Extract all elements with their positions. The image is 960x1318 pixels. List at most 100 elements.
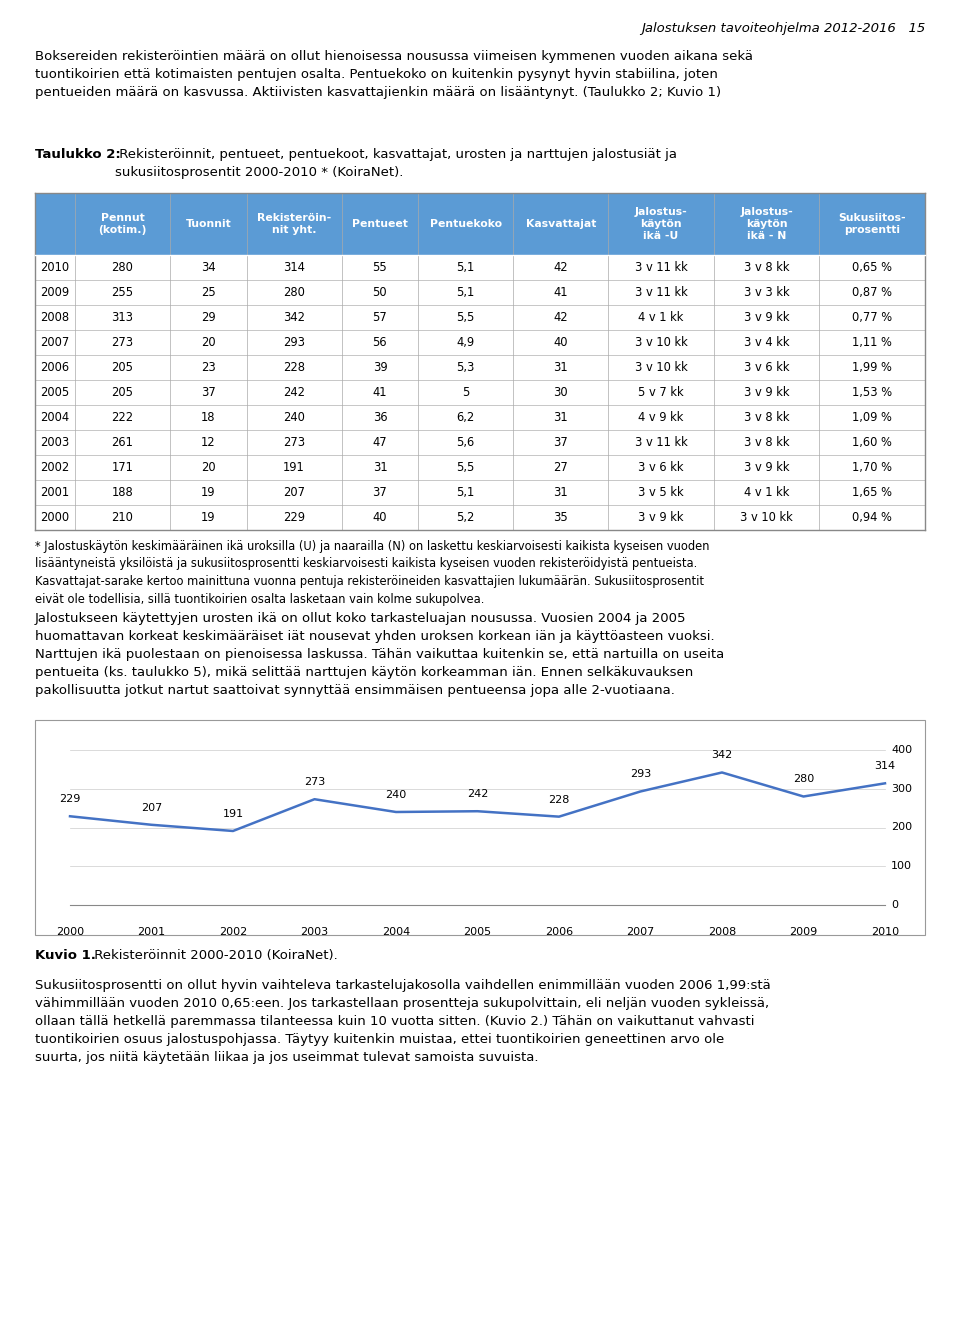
Text: 4,9: 4,9 bbox=[457, 336, 475, 349]
Text: 313: 313 bbox=[111, 311, 133, 324]
Text: 2001: 2001 bbox=[40, 486, 69, 500]
Bar bbox=[35, 279, 925, 304]
Text: 273: 273 bbox=[283, 436, 305, 449]
Text: 4 v 9 kk: 4 v 9 kk bbox=[638, 411, 684, 424]
Bar bbox=[35, 430, 925, 455]
Text: 207: 207 bbox=[141, 803, 162, 813]
Text: 229: 229 bbox=[283, 511, 305, 525]
Text: 3 v 10 kk: 3 v 10 kk bbox=[740, 511, 793, 525]
Text: 229: 229 bbox=[60, 795, 81, 804]
Bar bbox=[35, 405, 925, 430]
Text: 2003: 2003 bbox=[40, 436, 70, 449]
Text: 31: 31 bbox=[553, 361, 568, 374]
Text: 57: 57 bbox=[372, 311, 387, 324]
Text: 0,87 %: 0,87 % bbox=[852, 286, 892, 299]
Text: 19: 19 bbox=[201, 511, 216, 525]
Text: 2010: 2010 bbox=[871, 927, 900, 937]
Text: 5,2: 5,2 bbox=[457, 511, 475, 525]
Text: 31: 31 bbox=[553, 411, 568, 424]
Bar bbox=[35, 380, 925, 405]
Text: 31: 31 bbox=[372, 461, 387, 474]
Text: 20: 20 bbox=[201, 461, 216, 474]
Text: 293: 293 bbox=[630, 770, 651, 779]
Text: 261: 261 bbox=[111, 436, 133, 449]
Text: 2008: 2008 bbox=[708, 927, 736, 937]
Text: 2002: 2002 bbox=[40, 461, 70, 474]
Text: 314: 314 bbox=[875, 762, 896, 771]
Text: 3 v 10 kk: 3 v 10 kk bbox=[635, 361, 687, 374]
Text: 2001: 2001 bbox=[137, 927, 165, 937]
Text: 42: 42 bbox=[553, 261, 568, 274]
Text: 3 v 4 kk: 3 v 4 kk bbox=[744, 336, 789, 349]
Text: 50: 50 bbox=[372, 286, 387, 299]
Text: 200: 200 bbox=[891, 822, 912, 833]
Text: 2007: 2007 bbox=[40, 336, 70, 349]
Text: 2000: 2000 bbox=[56, 927, 84, 937]
Text: 41: 41 bbox=[554, 286, 568, 299]
Text: 39: 39 bbox=[372, 361, 387, 374]
Text: 273: 273 bbox=[111, 336, 133, 349]
Bar bbox=[35, 254, 925, 279]
Text: 205: 205 bbox=[111, 361, 133, 374]
Text: 240: 240 bbox=[283, 411, 305, 424]
Text: 242: 242 bbox=[283, 386, 305, 399]
Text: 37: 37 bbox=[553, 436, 568, 449]
Text: 4 v 1 kk: 4 v 1 kk bbox=[744, 486, 789, 500]
Text: 280: 280 bbox=[793, 775, 814, 784]
Text: Sukusiitos-
prosentti: Sukusiitos- prosentti bbox=[838, 212, 906, 235]
Text: 5,5: 5,5 bbox=[457, 461, 475, 474]
Text: 2005: 2005 bbox=[464, 927, 492, 937]
Text: 293: 293 bbox=[283, 336, 305, 349]
Text: Rekisteröinnit, pentueet, pentuekoot, kasvattajat, urosten ja narttujen jalostus: Rekisteröinnit, pentueet, pentuekoot, ka… bbox=[115, 148, 677, 179]
Text: 280: 280 bbox=[111, 261, 133, 274]
Text: 1,11 %: 1,11 % bbox=[852, 336, 892, 349]
Text: 5: 5 bbox=[462, 386, 469, 399]
Text: 100: 100 bbox=[891, 861, 912, 871]
Text: 42: 42 bbox=[553, 311, 568, 324]
Text: 5,1: 5,1 bbox=[457, 286, 475, 299]
Text: Rekisteröin-
nit yht.: Rekisteröin- nit yht. bbox=[257, 212, 331, 235]
Text: Jalostuksen tavoiteohjelma 2012-2016   15: Jalostuksen tavoiteohjelma 2012-2016 15 bbox=[640, 22, 925, 36]
Text: 222: 222 bbox=[111, 411, 133, 424]
Text: Pennut
(kotim.): Pennut (kotim.) bbox=[98, 212, 147, 235]
Text: 240: 240 bbox=[385, 789, 407, 800]
Text: 314: 314 bbox=[283, 261, 305, 274]
Bar bbox=[35, 192, 925, 254]
Text: 273: 273 bbox=[304, 778, 325, 787]
Text: 3 v 10 kk: 3 v 10 kk bbox=[635, 336, 687, 349]
Text: 35: 35 bbox=[553, 511, 568, 525]
Text: 5,3: 5,3 bbox=[457, 361, 475, 374]
Text: 3 v 11 kk: 3 v 11 kk bbox=[635, 261, 687, 274]
Text: 300: 300 bbox=[891, 784, 912, 793]
Text: Kasvattajat: Kasvattajat bbox=[525, 219, 596, 229]
Text: 3 v 8 kk: 3 v 8 kk bbox=[744, 436, 789, 449]
Text: 37: 37 bbox=[372, 486, 387, 500]
Text: Pentueet: Pentueet bbox=[352, 219, 408, 229]
Text: Pentuekoko: Pentuekoko bbox=[430, 219, 502, 229]
Text: 34: 34 bbox=[201, 261, 216, 274]
Text: 40: 40 bbox=[372, 511, 387, 525]
Text: 342: 342 bbox=[711, 750, 732, 760]
Text: 171: 171 bbox=[111, 461, 133, 474]
Text: 3 v 6 kk: 3 v 6 kk bbox=[744, 361, 789, 374]
Bar bbox=[35, 480, 925, 505]
Text: 2000: 2000 bbox=[40, 511, 69, 525]
Text: Rekisteröinnit 2000-2010 (KoiraNet).: Rekisteröinnit 2000-2010 (KoiraNet). bbox=[90, 949, 338, 962]
Text: 3 v 9 kk: 3 v 9 kk bbox=[638, 511, 684, 525]
Text: 3 v 9 kk: 3 v 9 kk bbox=[744, 461, 789, 474]
Text: 0,77 %: 0,77 % bbox=[852, 311, 892, 324]
Text: 29: 29 bbox=[201, 311, 216, 324]
Bar bbox=[35, 355, 925, 380]
Text: Taulukko 2:: Taulukko 2: bbox=[35, 148, 121, 161]
Text: 3 v 9 kk: 3 v 9 kk bbox=[744, 311, 789, 324]
Text: 191: 191 bbox=[223, 809, 244, 818]
Text: 205: 205 bbox=[111, 386, 133, 399]
Text: 36: 36 bbox=[372, 411, 387, 424]
Text: 2006: 2006 bbox=[545, 927, 573, 937]
Text: 242: 242 bbox=[467, 789, 489, 799]
Text: 5,1: 5,1 bbox=[457, 486, 475, 500]
Text: 3 v 11 kk: 3 v 11 kk bbox=[635, 436, 687, 449]
Text: 3 v 5 kk: 3 v 5 kk bbox=[638, 486, 684, 500]
Text: 3 v 8 kk: 3 v 8 kk bbox=[744, 261, 789, 274]
Text: 2006: 2006 bbox=[40, 361, 69, 374]
